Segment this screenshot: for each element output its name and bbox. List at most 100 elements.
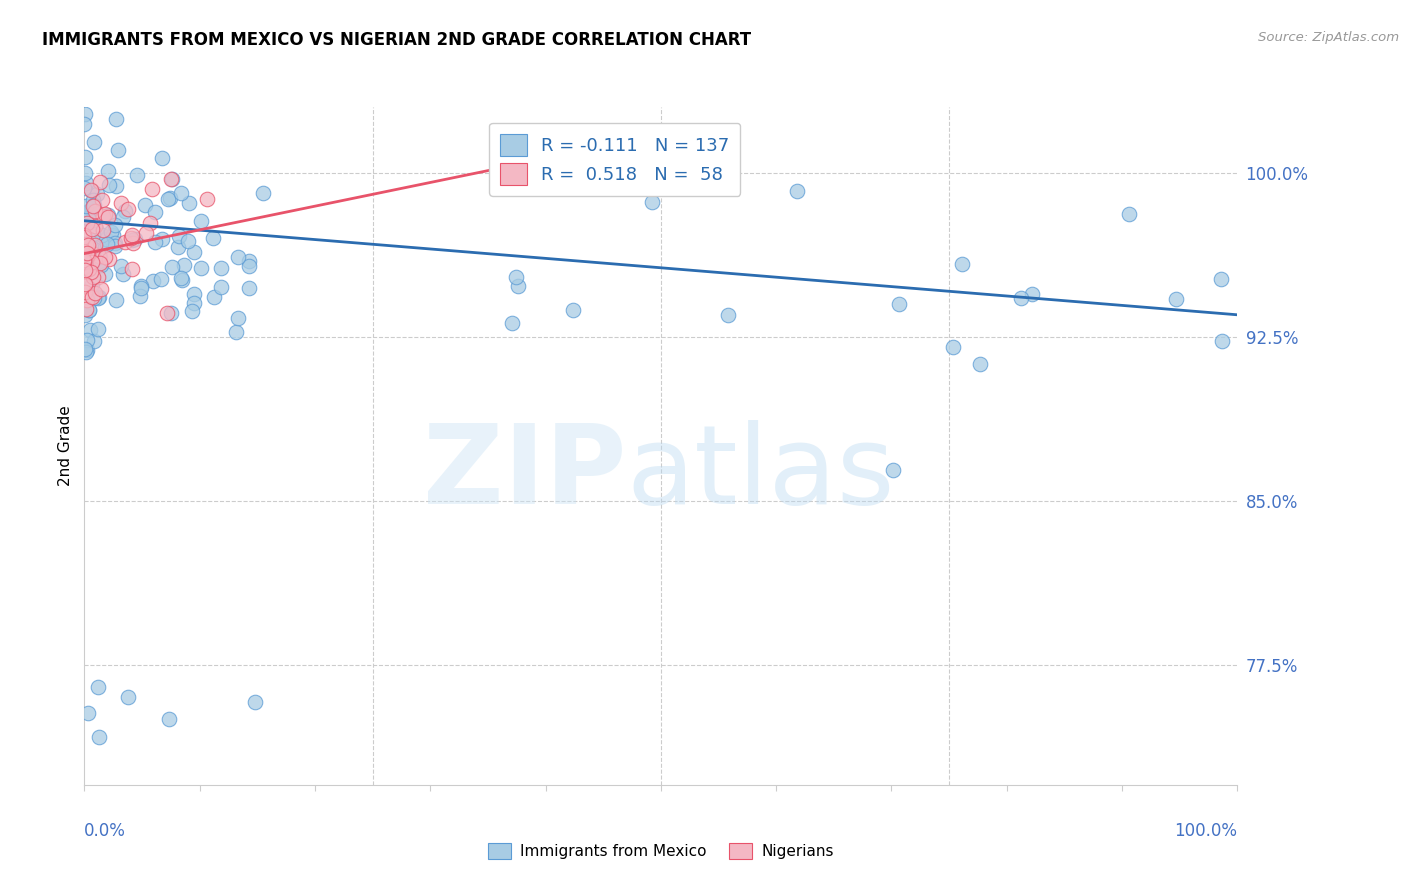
Point: [143, 205, 166, 219]
Point: [150, 151, 173, 165]
Point: [226, 250, 249, 264]
Point: [127, 168, 149, 182]
Point: [1166, 292, 1188, 306]
Point: [204, 291, 226, 305]
Point: [82, 193, 104, 207]
Point: [94, 207, 117, 221]
Text: atlas: atlas: [626, 419, 894, 526]
Point: [73, 239, 96, 253]
Point: [82, 277, 104, 291]
Point: [73, 248, 96, 262]
Point: [76, 333, 98, 347]
Point: [1118, 206, 1140, 220]
Point: [73, 244, 96, 258]
Point: [177, 234, 200, 248]
Point: [87, 249, 110, 263]
Point: [75, 107, 97, 121]
Point: [80, 244, 103, 258]
Point: [73, 263, 96, 277]
Point: [83, 334, 105, 348]
Point: [110, 259, 132, 273]
Point: [73, 342, 96, 356]
Point: [508, 278, 530, 293]
Point: [129, 281, 152, 295]
Point: [159, 191, 181, 205]
Point: [195, 192, 218, 206]
Point: [179, 195, 201, 210]
Point: [76, 216, 98, 230]
Point: [107, 143, 129, 157]
Y-axis label: 2nd Grade: 2nd Grade: [58, 406, 73, 486]
Point: [173, 258, 195, 272]
Point: [505, 270, 527, 285]
Point: [114, 235, 136, 249]
Point: [83, 237, 105, 252]
Point: [73, 180, 96, 194]
Point: [149, 271, 172, 285]
Point: [73, 255, 96, 269]
Point: [124, 232, 146, 246]
Point: [75, 199, 97, 213]
Point: [159, 172, 181, 186]
Point: [73, 252, 96, 267]
Point: [76, 343, 98, 358]
Point: [79, 265, 101, 279]
Point: [83, 291, 105, 305]
Point: [562, 302, 585, 317]
Point: [98, 178, 121, 192]
Point: [111, 210, 134, 224]
Point: [73, 260, 96, 274]
Point: [162, 260, 184, 275]
Point: [110, 195, 132, 210]
Point: [238, 280, 260, 294]
Point: [100, 225, 122, 239]
Point: [89, 255, 111, 269]
Point: [97, 211, 120, 225]
Point: [167, 240, 190, 254]
Point: [225, 325, 247, 339]
Point: [142, 274, 165, 288]
Text: 0.0%: 0.0%: [84, 822, 127, 840]
Point: [942, 340, 965, 354]
Point: [84, 286, 107, 301]
Point: [75, 277, 97, 292]
Point: [157, 192, 180, 206]
Point: [79, 255, 101, 269]
Text: Source: ZipAtlas.com: Source: ZipAtlas.com: [1258, 31, 1399, 45]
Point: [73, 278, 96, 293]
Point: [882, 462, 904, 476]
Text: ZIP: ZIP: [423, 419, 626, 526]
Point: [159, 306, 181, 320]
Point: [117, 202, 139, 217]
Point: [104, 238, 127, 252]
Point: [83, 219, 105, 233]
Point: [79, 323, 101, 337]
Point: [150, 232, 173, 246]
Point: [93, 209, 115, 223]
Point: [183, 287, 205, 301]
Point: [139, 216, 162, 230]
Point: [87, 290, 110, 304]
Point: [121, 235, 143, 250]
Point: [172, 273, 194, 287]
Point: [73, 117, 96, 131]
Point: [79, 302, 101, 317]
Point: [786, 184, 808, 198]
Point: [969, 357, 991, 371]
Point: [1211, 334, 1233, 348]
Point: [82, 201, 104, 215]
Point: [170, 186, 193, 200]
Point: [87, 680, 110, 694]
Point: [91, 227, 114, 242]
Point: [75, 237, 97, 252]
Point: [87, 270, 110, 285]
Point: [77, 247, 100, 261]
Point: [105, 112, 128, 126]
Point: [104, 218, 127, 232]
Point: [87, 291, 110, 305]
Point: [73, 252, 96, 267]
Point: [73, 166, 96, 180]
Point: [121, 227, 143, 242]
Point: [80, 183, 103, 197]
Point: [89, 175, 111, 189]
